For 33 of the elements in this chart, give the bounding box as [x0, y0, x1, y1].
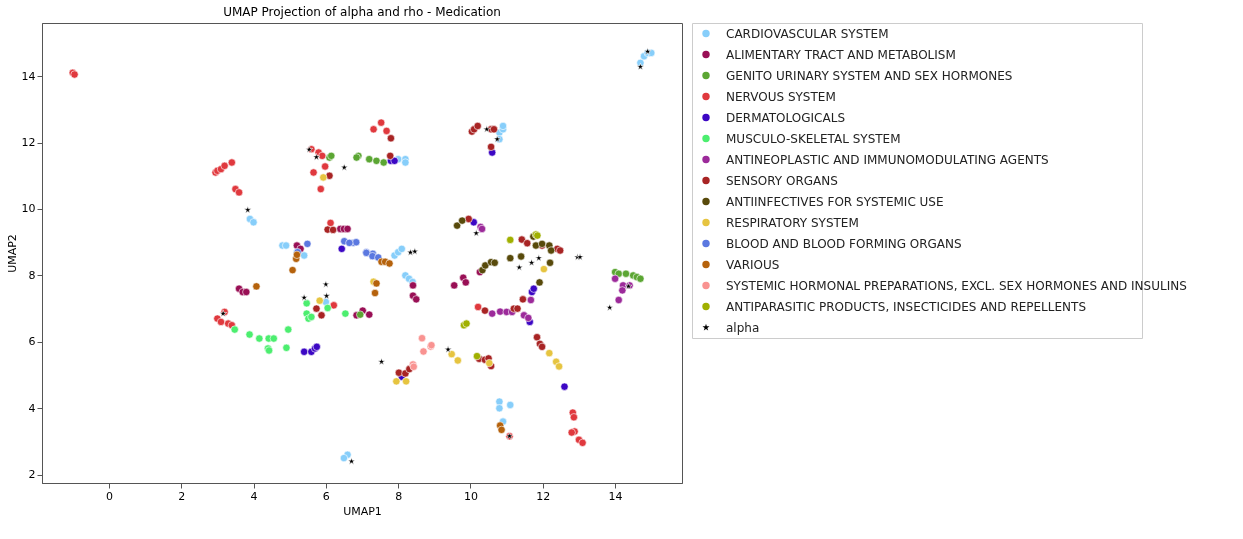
legend-label: CARDIOVASCULAR SYSTEM	[726, 26, 889, 41]
x-tick-label: 10	[463, 489, 478, 503]
x-tick-label: 2	[178, 489, 186, 503]
legend-label: MUSCULO-SKELETAL SYSTEM	[726, 131, 901, 146]
x-tick-label: 8	[395, 489, 403, 503]
y-tick-label: 6	[28, 335, 36, 349]
legend-label: ANTIPARASITIC PRODUCTS, INSECTICIDES AND REPELLENTS	[726, 299, 1086, 314]
x-tick-label: 12	[536, 489, 551, 503]
legend-label: RESPIRATORY SYSTEM	[726, 215, 859, 230]
y-tick-label: 8	[28, 268, 36, 282]
x-tick-label: 14	[608, 489, 623, 503]
y-tick-label: 2	[28, 468, 36, 482]
x-tick-label: 6	[322, 489, 330, 503]
y-tick-label: 12	[21, 136, 36, 150]
legend-label: BLOOD AND BLOOD FORMING ORGANS	[726, 236, 962, 251]
y-tick-label: 14	[21, 69, 36, 83]
y-axis-title: UMAP2	[5, 234, 19, 273]
legend-label: NERVOUS SYSTEM	[726, 89, 836, 104]
legend-label: ANTINEOPLASTIC AND IMMUNOMODULATING AGENTS	[726, 152, 1049, 167]
legend-label: SYSTEMIC HORMONAL PREPARATIONS, EXCL. SEX HORMONES AND INSULINS	[726, 278, 1187, 293]
x-tick-label: 4	[250, 489, 258, 503]
legend-label: GENITO URINARY SYSTEM AND SEX HORMONES	[726, 68, 1013, 83]
y-tick-label: 4	[28, 401, 36, 415]
legend-label: ANTIINFECTIVES FOR SYSTEMIC USE	[726, 194, 944, 209]
legend-label: SENSORY ORGANS	[726, 173, 838, 188]
x-tick-label: 0	[105, 489, 113, 503]
y-tick-label: 10	[21, 202, 36, 216]
chart-title: UMAP Projection of alpha and rho - Medication	[223, 5, 501, 19]
legend-label: DERMATOLOGICALS	[726, 110, 845, 125]
x-axis-title: UMAP1	[343, 504, 382, 518]
legend-label: alpha	[726, 320, 760, 335]
legend-label: ALIMENTARY TRACT AND METABOLISM	[726, 47, 956, 62]
legend-label: VARIOUS	[726, 257, 780, 272]
